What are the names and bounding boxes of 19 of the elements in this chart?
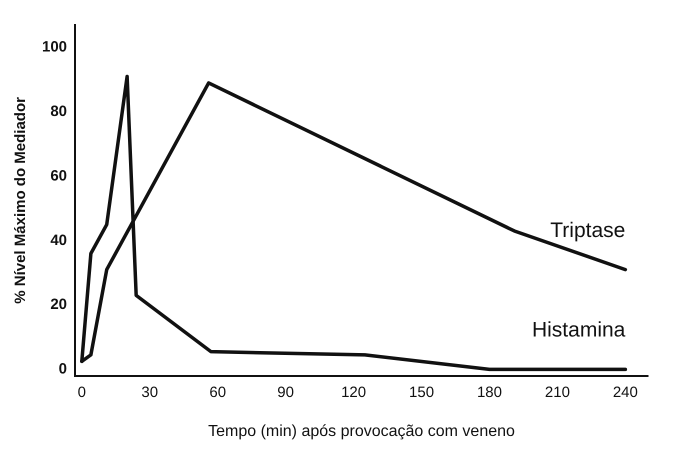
x-tick-label: 120 <box>341 384 366 401</box>
y-tick-label: 20 <box>50 296 68 314</box>
series-label: Triptase <box>550 218 626 242</box>
x-tick-label: 210 <box>544 384 570 401</box>
x-tick-label: 240 <box>612 384 638 401</box>
x-tick-label: 150 <box>409 384 434 401</box>
x-tick-label: 0 <box>78 384 86 401</box>
y-tick-label: 60 <box>50 167 68 184</box>
y-axis-title: % Nível Máximo do Mediador <box>12 96 30 304</box>
y-tick-label: 80 <box>50 103 68 120</box>
series-label: Histamina <box>532 318 626 342</box>
y-tick-label: 0 <box>58 360 68 378</box>
x-axis-title: Tempo (min) após provocação com veneno <box>208 422 516 440</box>
x-tick-label: 180 <box>476 384 502 401</box>
x-tick-label: 30 <box>141 384 158 401</box>
x-tick-label: 60 <box>209 384 226 401</box>
y-tick-label: 40 <box>50 232 68 249</box>
x-tick-label: 90 <box>277 384 294 401</box>
y-tick-label: 100 <box>42 38 68 56</box>
